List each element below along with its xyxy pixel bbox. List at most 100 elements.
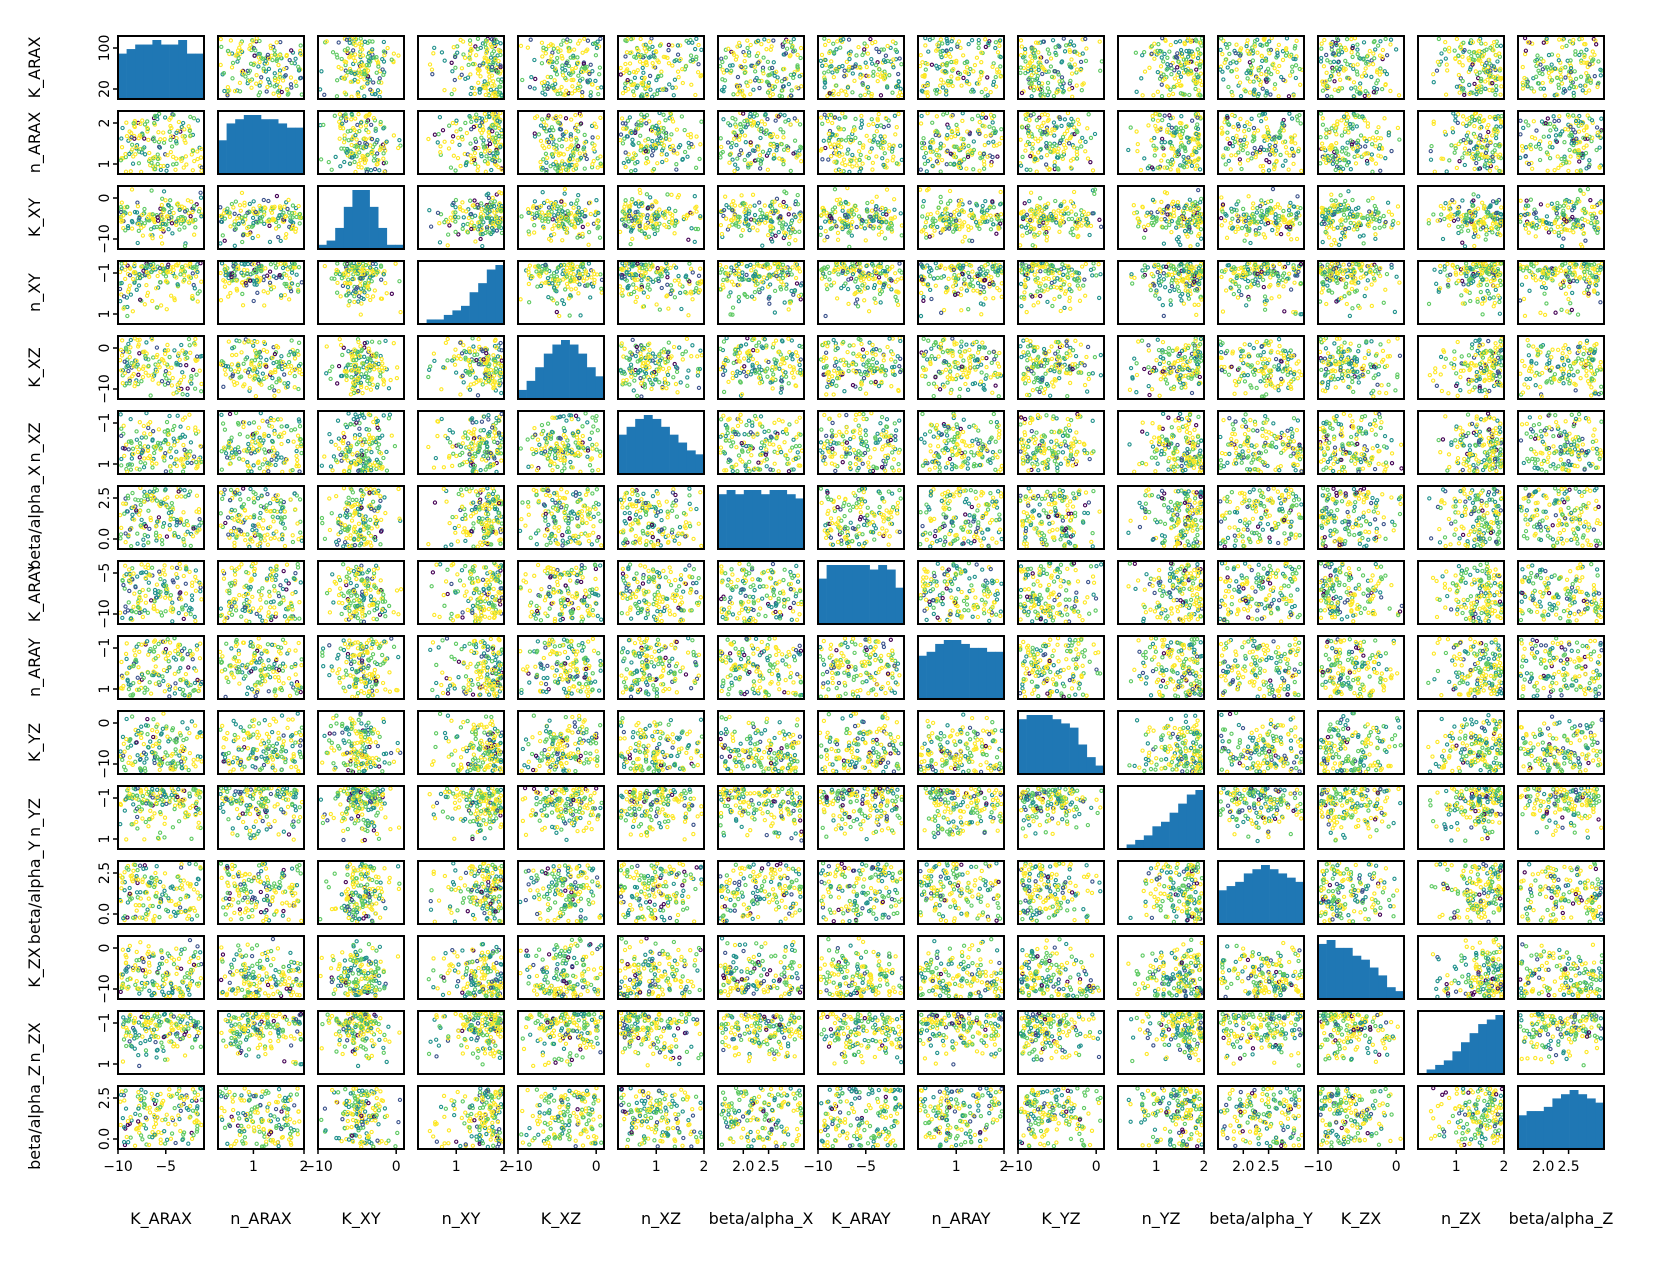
scatter-point (944, 48, 949, 53)
scatter-point (1197, 40, 1202, 45)
scatter-point (788, 168, 793, 174)
scatter-point (1522, 51, 1528, 57)
scatter-point (353, 133, 358, 138)
scatter-point (829, 59, 834, 64)
scatter-point (167, 117, 172, 122)
scatter-point (781, 147, 787, 152)
scatter-point (841, 157, 847, 162)
scatter-point (1294, 114, 1300, 119)
scatter-point (876, 49, 882, 55)
scatter-point (669, 132, 674, 137)
scatter-point (1276, 42, 1282, 47)
scatter-point (737, 89, 742, 94)
scatter-point (1276, 94, 1281, 99)
histogram-bar (118, 53, 127, 99)
scatter-point (1589, 138, 1594, 144)
panel-n-arax-vs-k-xy (317, 110, 405, 175)
scatter-point (1030, 77, 1035, 82)
scatter-point (1067, 87, 1072, 92)
scatter-point (250, 235, 255, 241)
scatter-point (742, 58, 747, 64)
scatter-point (1462, 162, 1467, 168)
scatter-point (571, 47, 577, 52)
scatter-point (336, 40, 341, 45)
scatter-point (183, 140, 188, 145)
scatter-point (955, 44, 960, 49)
scatter-point (236, 221, 241, 226)
scatter-point (1172, 76, 1178, 81)
scatter-point (727, 63, 733, 68)
scatter-point (875, 78, 880, 84)
scatter-point (1283, 145, 1289, 150)
scatter-point (639, 123, 644, 128)
scatter-point (1564, 43, 1569, 49)
scatter-point (988, 132, 993, 137)
scatter-point (281, 210, 286, 215)
scatter-point (876, 111, 881, 117)
scatter-point (588, 62, 593, 67)
scatter-point (742, 157, 747, 163)
scatter-point (1442, 47, 1448, 52)
scatter-point (650, 44, 655, 50)
scatter-point (1146, 123, 1151, 128)
scatter-point (672, 77, 678, 82)
scatter-point (564, 129, 569, 134)
scatter-point (862, 92, 868, 98)
scatter-point (347, 66, 353, 72)
scatter-point (272, 84, 277, 89)
scatter-point (757, 152, 763, 158)
scatter-point (1333, 125, 1338, 130)
scatter-point (528, 37, 533, 42)
scatter-point (1250, 151, 1256, 156)
scatter-point (1280, 140, 1286, 145)
scatter-point (189, 199, 194, 204)
scatter-point (1355, 153, 1360, 158)
histogram-bar (186, 53, 196, 99)
scatter-point (195, 118, 201, 123)
scatter-point (489, 37, 495, 42)
scatter-point (497, 84, 502, 89)
panel-k-arax-vs-k-arax (117, 35, 205, 100)
scatter-point (899, 62, 904, 67)
scatter-point (687, 145, 692, 150)
panel-k-xy-vs-k-xy (317, 185, 405, 250)
scatter-point (1486, 129, 1491, 135)
scatter-point (832, 142, 837, 147)
scatter-point (699, 47, 704, 52)
scatter-point (1229, 153, 1234, 158)
scatter-point (1244, 141, 1250, 146)
scatter-point (1237, 80, 1243, 85)
scatter-point (977, 151, 983, 156)
scatter-point (1330, 161, 1336, 166)
scatter-point (1167, 113, 1172, 118)
scatter-point (1238, 93, 1244, 99)
scatter-point (1355, 52, 1360, 57)
scatter-point (1383, 156, 1388, 161)
scatter-point (188, 114, 193, 120)
scatter-point (426, 136, 431, 142)
scatter-point (1355, 62, 1360, 67)
panel-n-arax-vs-n-xz (617, 110, 705, 175)
scatter-point (560, 73, 566, 78)
scatter-point (1362, 70, 1367, 76)
scatter-point (983, 115, 989, 120)
scatter-point (1155, 89, 1161, 94)
scatter-point (582, 166, 587, 171)
scatter-point (257, 203, 262, 209)
scatter-point (332, 113, 337, 118)
scatter-point (165, 152, 170, 158)
scatter-point (627, 61, 633, 66)
scatter-point (838, 144, 844, 150)
scatter-point (826, 38, 831, 44)
scatter-point (718, 136, 723, 141)
scatter-point (1352, 36, 1358, 41)
scatter-point (1179, 114, 1184, 119)
scatter-point (1324, 135, 1329, 140)
scatter-point (1284, 36, 1290, 41)
scatter-point (1245, 76, 1250, 81)
scatter-point (1069, 116, 1074, 122)
scatter-point (654, 77, 659, 83)
scatter-point (1568, 58, 1573, 63)
scatter-point (255, 233, 261, 239)
scatter-point (965, 60, 970, 65)
